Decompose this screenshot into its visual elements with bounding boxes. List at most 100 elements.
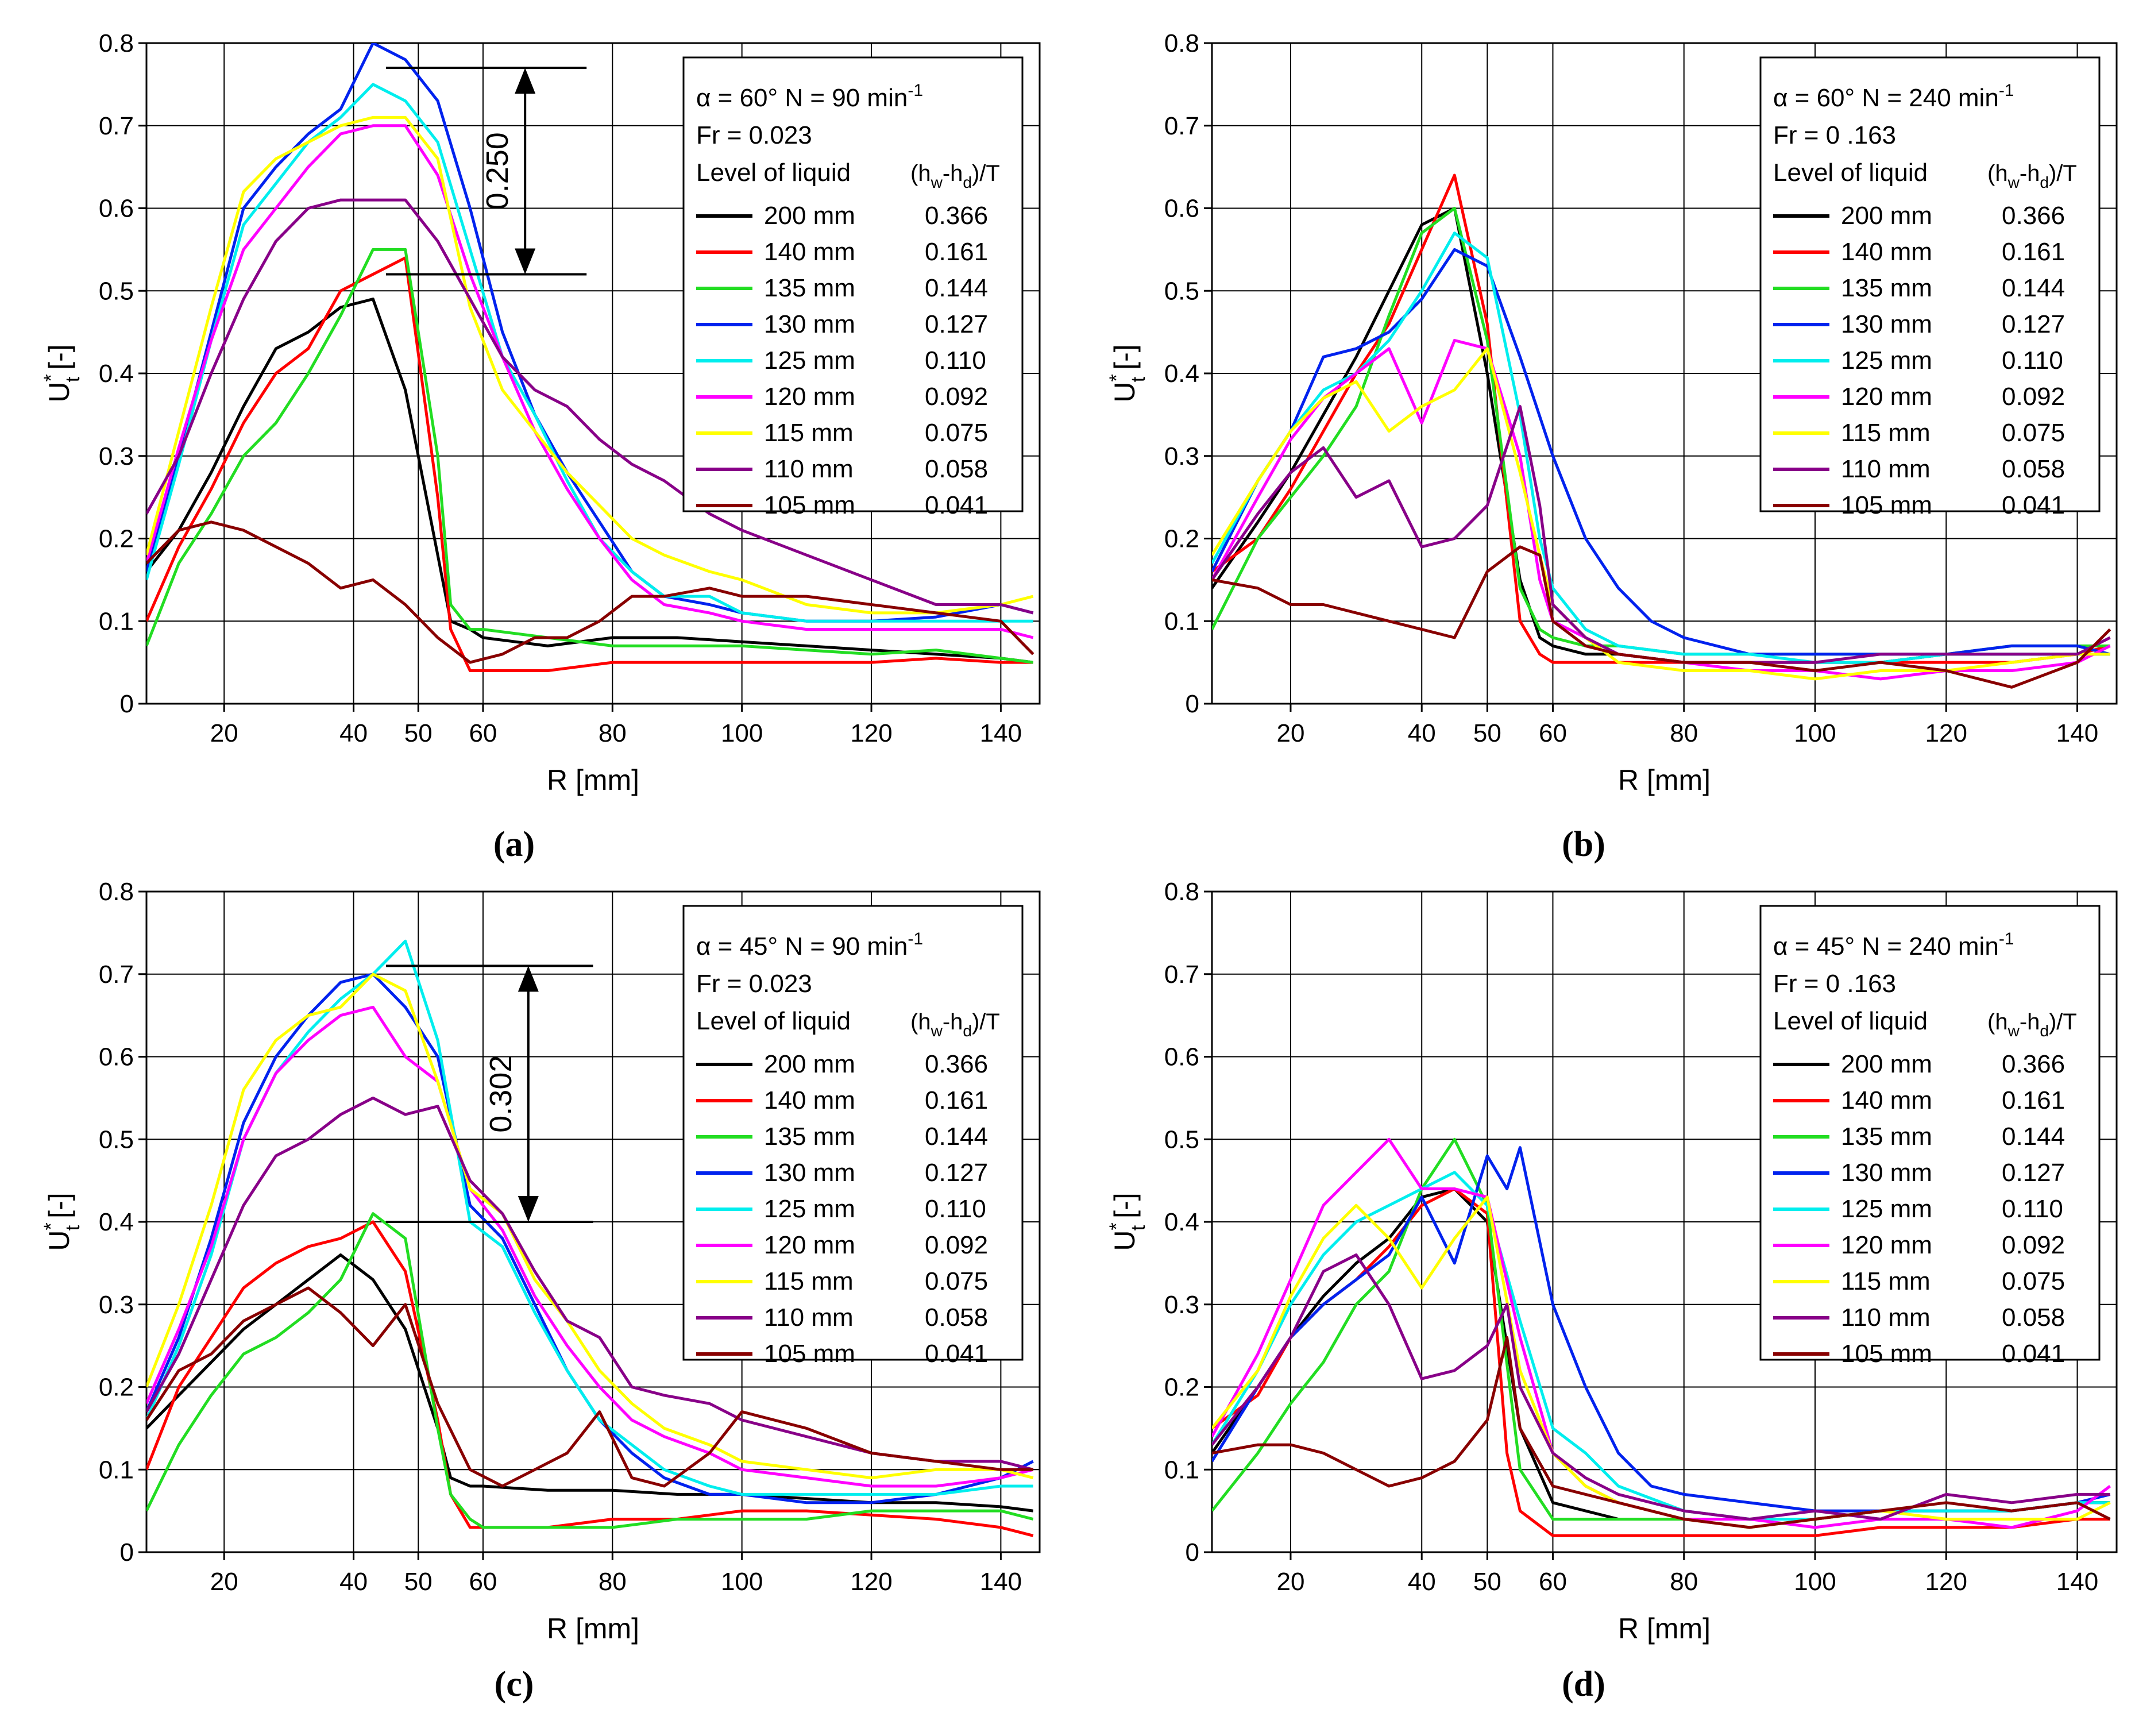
legend-entry-label: 120 mm — [1841, 1231, 1932, 1259]
x-tick-label: 100 — [1794, 1568, 1836, 1596]
legend-entry-label: 110 mm — [1841, 1303, 1931, 1332]
legend-entry-label: 125 mm — [764, 346, 855, 375]
series-line-130mm — [146, 973, 1034, 1504]
legend-condition: α = 45° N = 90 min-1 — [696, 929, 923, 960]
y-axis-label-main: U — [1109, 382, 1141, 403]
y-axis-label-unit: [-] — [1109, 344, 1141, 369]
series-line-140mm — [1212, 173, 2111, 664]
series-group — [146, 43, 1034, 672]
legend-froude: Fr = 0 .163 — [1773, 121, 1896, 149]
legend-entry-ratio: 0.127 — [2002, 1159, 2065, 1187]
x-tick-label: 120 — [1925, 1568, 1967, 1596]
legend-entry-ratio: 0.041 — [2002, 1340, 2065, 1368]
x-axis-label: R [mm] — [1618, 1612, 1711, 1645]
series-line-140mm — [146, 1220, 1034, 1537]
y-tick-label: 0.2 — [1164, 1374, 1199, 1402]
y-tick-label: 0 — [1186, 1538, 1199, 1567]
y-axis-label-sub: t — [62, 376, 84, 382]
x-tick-label: 140 — [980, 719, 1022, 747]
series-line-120mm — [1212, 339, 2111, 681]
legend-froude: Fr = 0.023 — [696, 970, 812, 998]
series-group — [1212, 173, 2111, 689]
series-line-125mm — [146, 83, 1033, 623]
y-tick-label: 0.2 — [1164, 525, 1199, 553]
ratio-header-open: (h — [1987, 161, 2008, 186]
y-tick-label: 0.2 — [99, 525, 134, 553]
x-tick-label: 40 — [1408, 1568, 1436, 1596]
ratio-header-open: (h — [910, 161, 931, 186]
y-tick-label: 0.8 — [1164, 878, 1199, 906]
series-line-135mm — [146, 248, 1034, 664]
y-tick-label: 0.2 — [99, 1374, 134, 1402]
y-tick-label: 0.1 — [99, 1456, 134, 1484]
legend-entry-ratio: 0.161 — [2002, 1086, 2065, 1114]
legend-entry-label: 125 mm — [1841, 1195, 1932, 1223]
legend-entry-ratio: 0.110 — [2002, 1195, 2063, 1223]
x-tick-label: 80 — [1670, 1568, 1698, 1596]
legend: α = 60° N = 90 min-1 Fr = 0.023 Level of l… — [682, 56, 1024, 519]
chart-panel-c: 20 40 50 60 80 100 120 140 0 0.1 0.2 0.3 0.4 0.5 0.6 0.… — [40, 878, 1041, 1704]
legend-alpha: α = 60° — [696, 84, 778, 112]
legend-entry-ratio: 0.092 — [925, 383, 988, 411]
legend-entry-label: 135 mm — [1841, 1122, 1932, 1151]
y-axis-label-sup: * — [1106, 374, 1128, 381]
legend-speed: N = 90 min — [778, 84, 908, 112]
legend-entry-label: 140 mm — [1841, 238, 1932, 266]
legend: α = 45° N = 240 min-1 Fr = 0 .163 Level of… — [1759, 905, 2101, 1368]
series-line-115mm — [146, 973, 1034, 1480]
y-axis-label-sup: * — [40, 1222, 62, 1230]
y-tick-label: 0.1 — [1164, 1456, 1199, 1484]
legend-box — [682, 905, 1024, 1361]
legend-alpha: α = 45° — [1773, 932, 1855, 960]
series-line-110mm — [146, 198, 1034, 615]
ratio-header-tail: )/T — [2049, 1009, 2077, 1035]
y-axis-label: U*t [-] — [40, 1193, 84, 1251]
x-tick-label: 60 — [1539, 719, 1567, 747]
y-tick-label: 0.5 — [1164, 1125, 1199, 1154]
x-tick-label: 120 — [850, 1568, 892, 1596]
legend-entry-ratio: 0.127 — [925, 1159, 988, 1187]
y-axis-label-unit: [-] — [43, 344, 75, 369]
ratio-header-tail: )/T — [972, 1009, 1000, 1035]
series-line-140mm — [146, 256, 1033, 672]
y-tick-label: 0.7 — [1164, 960, 1199, 989]
legend-entry-label: 105 mm — [1841, 1340, 1932, 1368]
ratio-header-dash: -h — [2020, 1009, 2040, 1035]
ratio-header-sub-w: w — [931, 173, 943, 191]
y-axis-label-sub: t — [1128, 1225, 1149, 1230]
y-tick-label: 0.8 — [99, 29, 134, 57]
legend-entry-label: 115 mm — [1841, 419, 1931, 447]
ratio-header-open: (h — [1987, 1009, 2008, 1035]
legend-entry-label: 110 mm — [764, 455, 854, 483]
legend-speed-sup: -1 — [908, 929, 923, 948]
series-line-105mm — [1212, 1336, 2111, 1529]
legend-entry-label: 130 mm — [764, 310, 855, 338]
y-tick-label: 0.8 — [99, 878, 134, 906]
annotation-dimension: 0.302 — [385, 965, 593, 1223]
legend-level-header: Level of liquid — [696, 1007, 851, 1035]
annotation-dimension: 0.250 — [385, 67, 587, 276]
legend-speed-sup: -1 — [908, 81, 923, 100]
legend-entry-ratio: 0.058 — [2002, 1303, 2065, 1332]
x-tick-label: 80 — [599, 1568, 627, 1596]
y-tick-label: 0.5 — [99, 277, 134, 305]
y-tick-label: 0.8 — [1164, 29, 1199, 57]
x-tick-label: 20 — [210, 1568, 238, 1596]
legend-level-header: Level of liquid — [696, 159, 851, 187]
legend-entry-ratio: 0.161 — [2002, 238, 2065, 266]
legend-entry-label: 120 mm — [764, 1231, 855, 1259]
ratio-header-dash: -h — [2020, 161, 2040, 186]
ratio-header-sub-w: w — [2007, 173, 2020, 191]
x-tick-label: 120 — [1925, 719, 1967, 747]
legend-entry-label: 200 mm — [764, 202, 855, 230]
x-axis-label: R [mm] — [547, 1612, 639, 1645]
annotation-label: 0.250 — [480, 132, 515, 210]
y-tick-label: 0 — [1186, 690, 1199, 718]
y-tick-label: 0.6 — [99, 195, 134, 223]
legend-entry-ratio: 0.127 — [2002, 310, 2065, 338]
legend-entry-ratio: 0.144 — [2002, 274, 2065, 302]
series-line-125mm — [1212, 1171, 2110, 1521]
legend-entry-ratio: 0.144 — [2002, 1122, 2065, 1151]
legend-speed: N = 240 min — [1855, 932, 1999, 960]
